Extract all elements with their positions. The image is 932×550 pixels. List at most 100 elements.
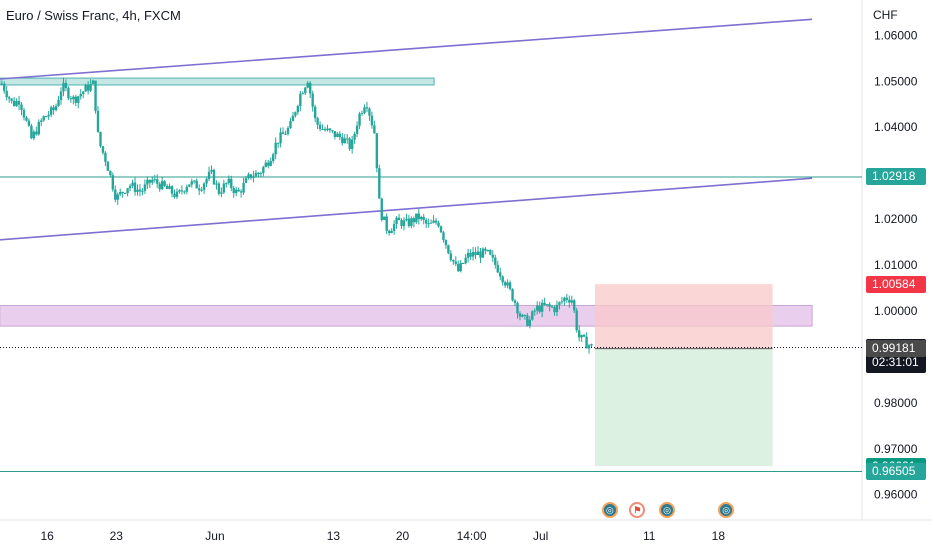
candle[interactable]	[508, 282, 512, 289]
candle[interactable]	[94, 80, 97, 111]
candle[interactable]	[439, 226, 443, 233]
candle[interactable]	[301, 93, 305, 95]
trendline[interactable]	[0, 177, 813, 241]
candle[interactable]	[57, 100, 60, 107]
candle[interactable]	[316, 118, 319, 125]
candle[interactable]	[358, 113, 361, 126]
candle[interactable]	[563, 297, 566, 302]
candle[interactable]	[96, 110, 100, 132]
candle[interactable]	[390, 231, 393, 234]
candle[interactable]	[400, 220, 403, 227]
candle[interactable]	[136, 189, 139, 192]
candle[interactable]	[454, 261, 457, 264]
candle[interactable]	[279, 132, 282, 144]
candle[interactable]	[516, 302, 519, 314]
candle[interactable]	[479, 251, 482, 258]
candle[interactable]	[536, 305, 539, 311]
candle[interactable]	[247, 174, 250, 179]
candle[interactable]	[212, 169, 216, 185]
candle[interactable]	[560, 301, 564, 303]
candle[interactable]	[252, 176, 255, 178]
candle[interactable]	[79, 93, 82, 97]
candle[interactable]	[133, 182, 137, 192]
flag-event-icon[interactable]: ⚑	[629, 502, 646, 518]
candle[interactable]	[368, 108, 371, 116]
candle[interactable]	[501, 276, 504, 283]
candle[interactable]	[180, 190, 184, 192]
candle[interactable]	[54, 106, 58, 111]
candle[interactable]	[183, 191, 186, 193]
candle[interactable]	[336, 133, 339, 138]
candle[interactable]	[506, 282, 509, 286]
candle[interactable]	[459, 262, 462, 272]
candle[interactable]	[437, 222, 440, 227]
candle[interactable]	[343, 138, 346, 144]
candle[interactable]	[232, 188, 235, 194]
candle[interactable]	[553, 307, 556, 313]
candle[interactable]	[341, 137, 344, 144]
candle[interactable]	[489, 250, 492, 255]
candle[interactable]	[131, 182, 134, 186]
candle[interactable]	[533, 310, 536, 312]
candle[interactable]	[313, 106, 317, 119]
candle[interactable]	[395, 217, 398, 224]
candle[interactable]	[286, 128, 290, 134]
candle[interactable]	[538, 305, 541, 312]
candle[interactable]	[35, 131, 38, 135]
candle[interactable]	[234, 189, 238, 194]
candle[interactable]	[197, 188, 201, 191]
candle[interactable]	[158, 183, 161, 190]
candle[interactable]	[338, 133, 342, 138]
candle[interactable]	[474, 252, 477, 256]
candle[interactable]	[462, 262, 465, 264]
candle[interactable]	[185, 186, 189, 192]
candle[interactable]	[471, 252, 475, 257]
candle[interactable]	[486, 250, 490, 252]
candle[interactable]	[333, 131, 337, 138]
candle[interactable]	[284, 133, 287, 135]
candle[interactable]	[432, 220, 435, 223]
candle[interactable]	[148, 179, 152, 183]
candle[interactable]	[22, 110, 26, 118]
candle[interactable]	[568, 299, 571, 303]
candle[interactable]	[237, 189, 240, 192]
candle[interactable]	[170, 186, 174, 194]
candle[interactable]	[304, 87, 307, 94]
candle[interactable]	[311, 93, 314, 107]
candle[interactable]	[37, 121, 40, 135]
candle[interactable]	[104, 152, 107, 162]
candle[interactable]	[526, 315, 529, 326]
candle[interactable]	[222, 183, 226, 193]
candle[interactable]	[378, 168, 381, 199]
candle[interactable]	[387, 230, 391, 234]
candle[interactable]	[193, 180, 196, 182]
candle[interactable]	[259, 173, 263, 175]
candle[interactable]	[573, 300, 576, 311]
candle[interactable]	[244, 178, 248, 183]
candle[interactable]	[550, 306, 554, 308]
candle[interactable]	[466, 252, 470, 258]
candle[interactable]	[239, 191, 243, 193]
candle[interactable]	[575, 310, 578, 331]
candle[interactable]	[587, 345, 591, 349]
candle[interactable]	[580, 334, 583, 338]
candle[interactable]	[44, 116, 48, 118]
candle[interactable]	[5, 90, 8, 98]
candle[interactable]	[20, 104, 23, 111]
candle[interactable]	[558, 302, 561, 305]
candle[interactable]	[59, 91, 63, 101]
candle[interactable]	[565, 297, 569, 300]
candle[interactable]	[91, 80, 95, 84]
candle[interactable]	[178, 190, 181, 192]
take-profit-zone[interactable]	[594, 348, 773, 467]
candle[interactable]	[225, 183, 228, 185]
candle[interactable]	[503, 282, 507, 286]
candle[interactable]	[355, 125, 359, 134]
candle[interactable]	[101, 146, 105, 153]
candle[interactable]	[160, 181, 164, 190]
candle[interactable]	[429, 222, 433, 224]
candle[interactable]	[469, 252, 472, 257]
candle[interactable]	[12, 100, 16, 106]
candle[interactable]	[62, 82, 65, 92]
candle[interactable]	[424, 219, 428, 224]
